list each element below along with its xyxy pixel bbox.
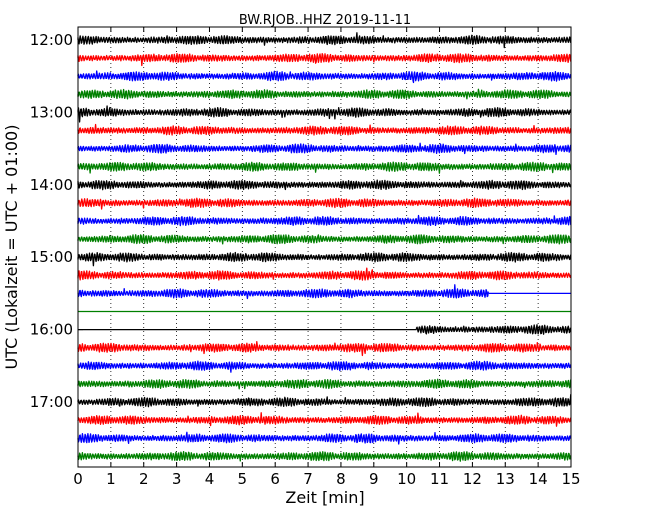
x-tick-label: 11 bbox=[430, 470, 449, 488]
trace-line bbox=[77, 450, 572, 462]
y-tick-label: 13:00 bbox=[30, 103, 73, 121]
y-tick-label: 14:00 bbox=[30, 176, 73, 194]
x-tick-label: 15 bbox=[561, 470, 580, 488]
y-tick-label: 15:00 bbox=[30, 248, 73, 266]
trace-line bbox=[78, 324, 572, 335]
trace-line bbox=[77, 142, 572, 156]
x-tick-label: 14 bbox=[529, 470, 548, 488]
x-tick-label: 9 bbox=[369, 470, 379, 488]
y-axis-label: UTC (Lokalzeit = UTC + 01:00) bbox=[2, 125, 21, 370]
trace-line bbox=[77, 412, 572, 427]
trace-line bbox=[77, 251, 572, 267]
trace-line bbox=[77, 394, 572, 408]
trace-line bbox=[77, 105, 572, 123]
chart-title: BW.RJOB..HHZ 2019-11-11 bbox=[239, 13, 411, 28]
y-tick-label: 12:00 bbox=[30, 31, 73, 49]
plot-background bbox=[78, 27, 571, 467]
trace-line bbox=[77, 88, 572, 100]
trace-line bbox=[77, 234, 572, 245]
trace-line bbox=[77, 123, 572, 136]
trace-line bbox=[77, 378, 572, 390]
grid-lines bbox=[110, 27, 539, 467]
x-tick-label: 13 bbox=[496, 470, 515, 488]
x-tick-label: 3 bbox=[172, 470, 182, 488]
trace-line bbox=[77, 284, 571, 300]
trace-line bbox=[77, 360, 572, 373]
x-axis-label: Zeit [min] bbox=[285, 488, 364, 507]
x-tick-label: 7 bbox=[303, 470, 313, 488]
y-tick-label: 16:00 bbox=[30, 321, 73, 339]
x-tick-label: 12 bbox=[463, 470, 482, 488]
trace-line bbox=[77, 53, 572, 67]
x-tick-label: 6 bbox=[270, 470, 280, 488]
trace-line bbox=[77, 431, 572, 445]
x-tick-label: 5 bbox=[238, 470, 248, 488]
axis-ticks: 0 1 2 3 4 5 6 7 8 9 10 11 12 13 14 1512:0013:0014:0015:… bbox=[30, 27, 581, 488]
trace-line bbox=[77, 161, 572, 174]
traces bbox=[77, 32, 572, 462]
x-tick-label: 4 bbox=[205, 470, 215, 488]
trace-line bbox=[77, 32, 572, 49]
x-tick-label: 0 bbox=[73, 470, 83, 488]
plot-frame bbox=[77, 26, 572, 468]
trace-line bbox=[77, 214, 572, 227]
trace-line bbox=[77, 179, 572, 191]
trace-line bbox=[77, 197, 572, 210]
x-tick-label: 1 bbox=[106, 470, 116, 488]
x-tick-label: 8 bbox=[336, 470, 346, 488]
x-tick-label: 2 bbox=[139, 470, 149, 488]
y-tick-label: 17:00 bbox=[30, 393, 73, 411]
trace-line bbox=[77, 70, 572, 84]
x-tick-label: 10 bbox=[397, 470, 416, 488]
trace-line bbox=[77, 267, 572, 281]
trace-line bbox=[77, 341, 572, 357]
